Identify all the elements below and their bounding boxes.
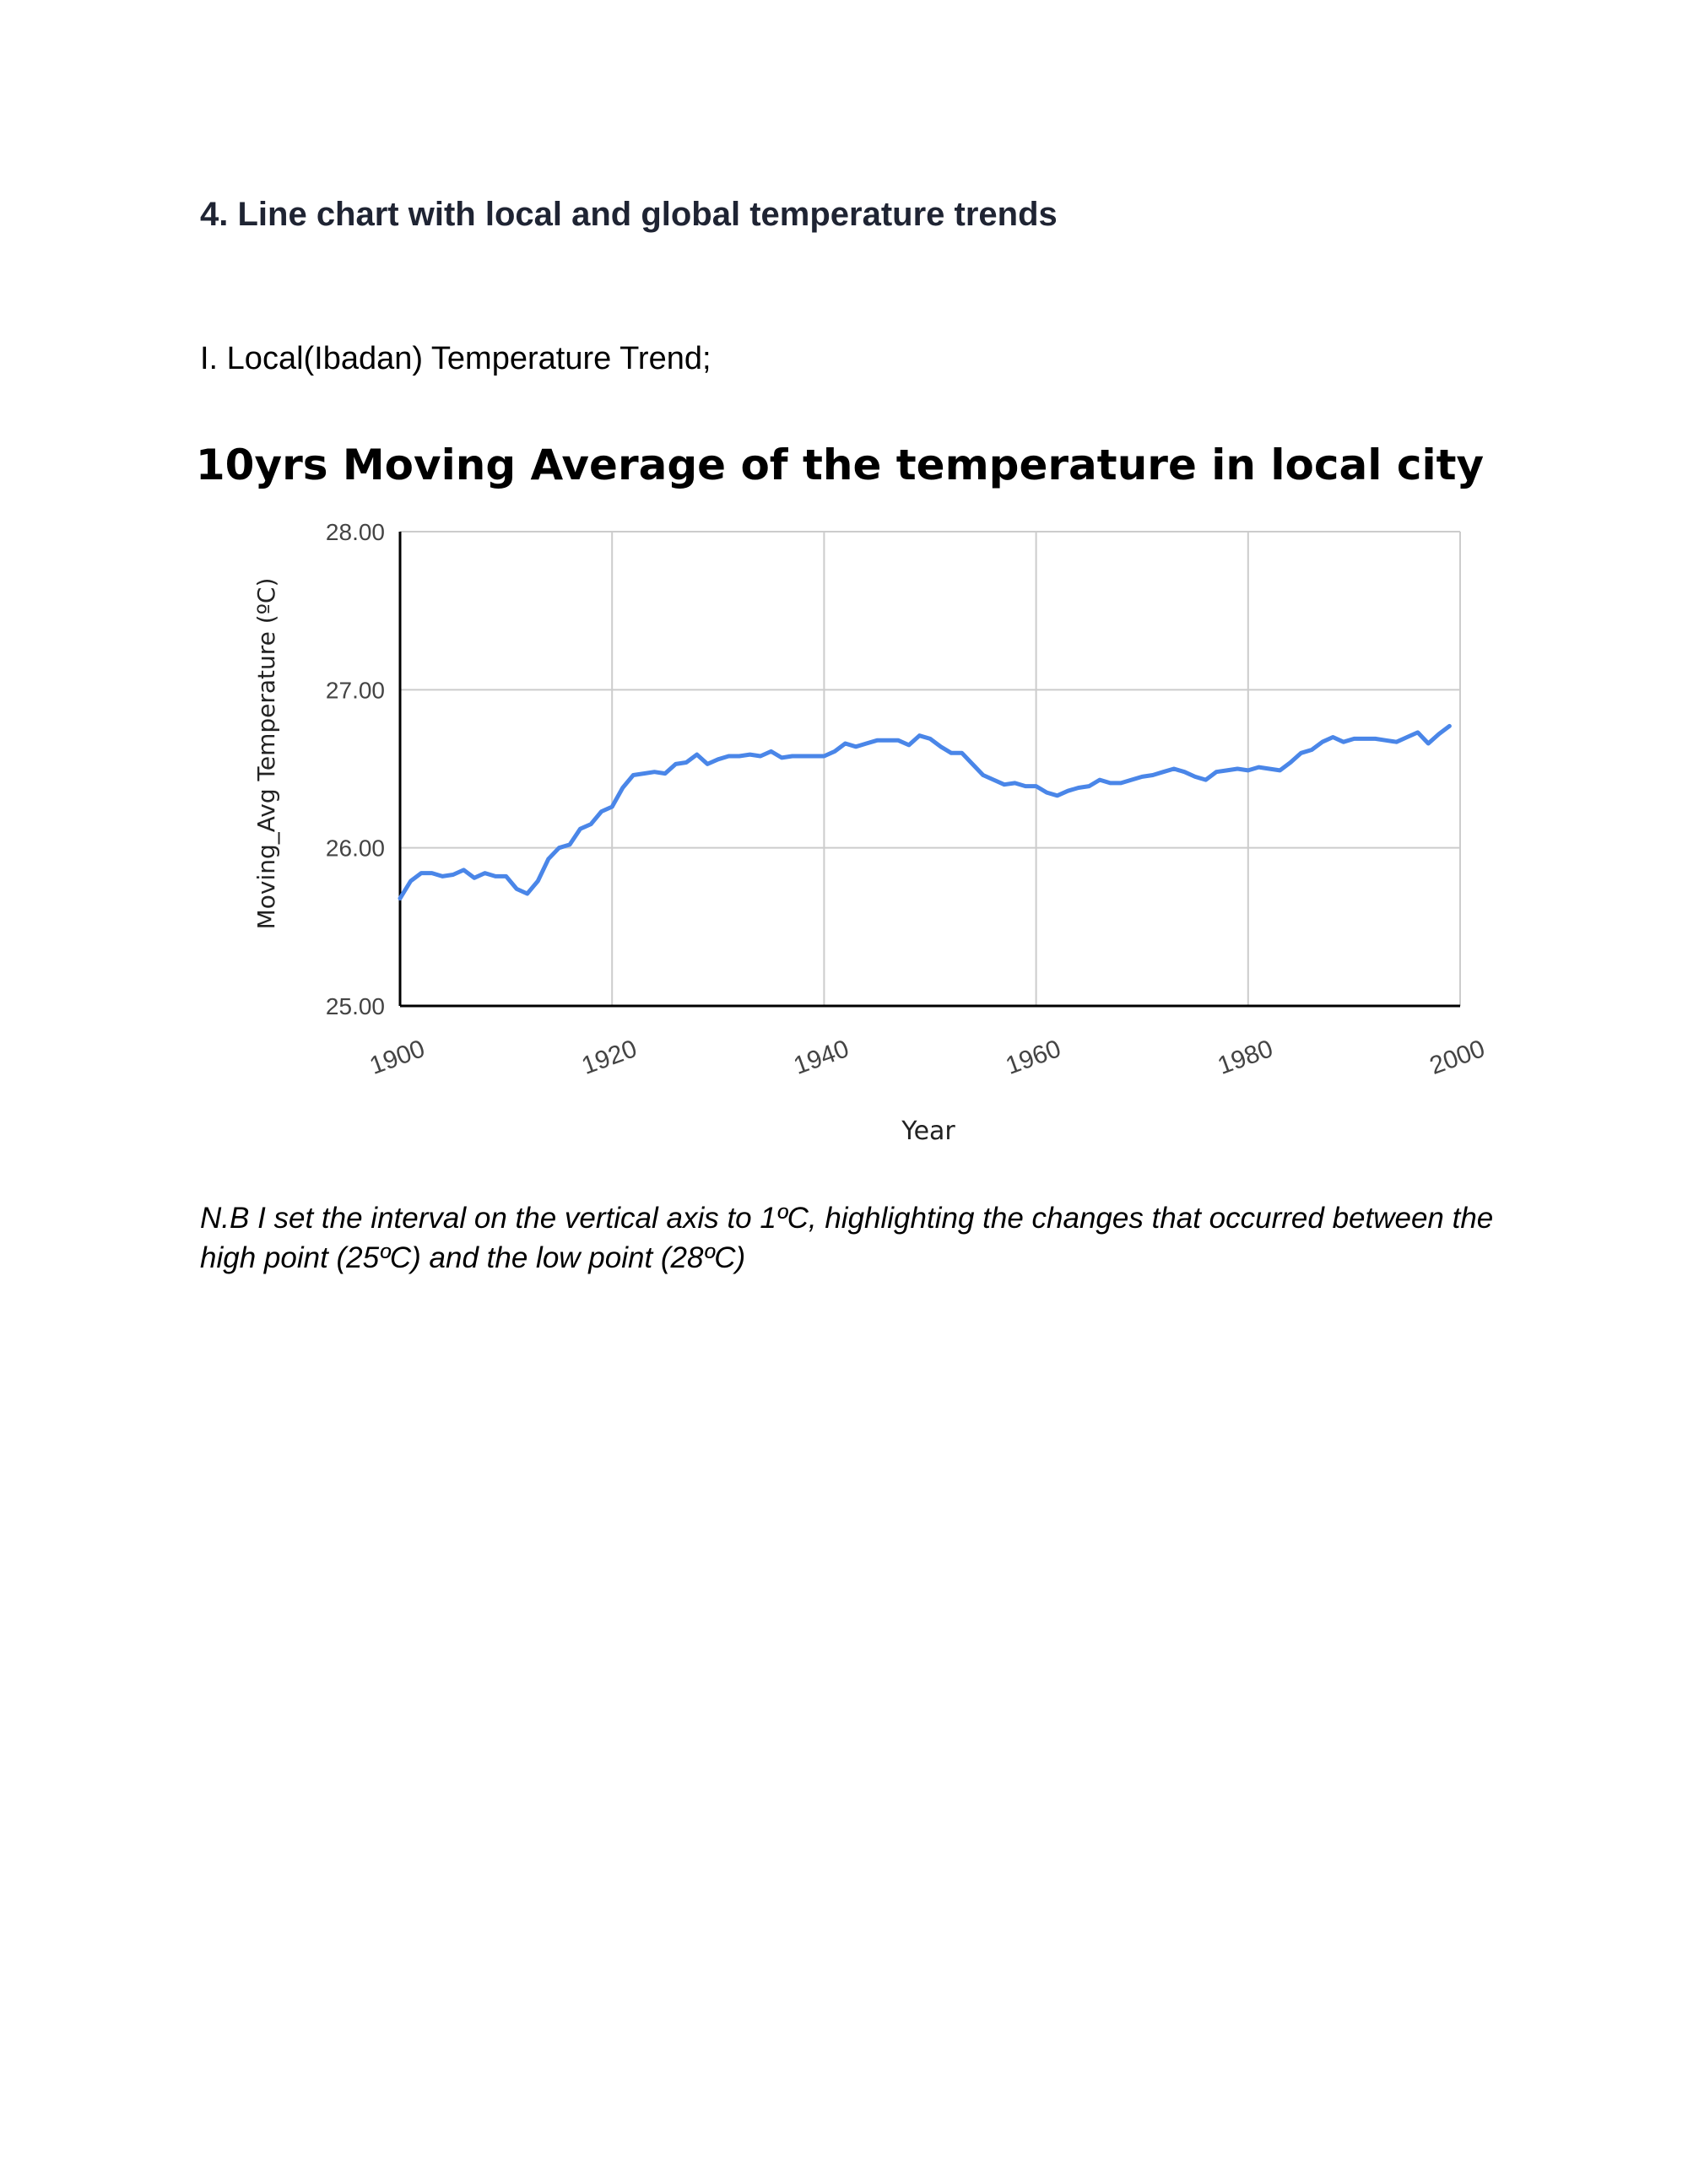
x-axis-label: Year	[901, 1116, 955, 1146]
x-tick-label: 1940	[790, 1035, 852, 1080]
x-tick-label: 1900	[366, 1035, 429, 1080]
tick-labels: 25.00 26.00 27.00 28.00 1900 1920 1940 1960 1980…	[326, 519, 1489, 1080]
y-tick-label: 25.00	[326, 993, 385, 1019]
chart-svg: 10yrs Moving Average of the temperature …	[196, 441, 1489, 1146]
y-axis-label: Moving_Avg Temperature (ºC)	[252, 578, 280, 930]
x-tick-label: 2000	[1426, 1035, 1489, 1080]
subsection-heading: I. Local(Ibadan) Temperature Trend;	[200, 341, 711, 376]
x-tick-label: 1960	[1002, 1035, 1064, 1080]
temperature-chart: 10yrs Moving Average of the temperature …	[196, 441, 1489, 1146]
grid-lines	[400, 531, 1461, 1006]
y-tick-label: 26.00	[326, 835, 385, 862]
section-heading: 4. Line chart with local and global temp…	[200, 196, 1058, 233]
y-tick-label: 28.00	[326, 519, 385, 545]
chart-title: 10yrs Moving Average of the temperature …	[196, 441, 1484, 489]
x-tick-label: 1920	[578, 1035, 641, 1080]
chart-note: N.B I set the interval on the vertical a…	[200, 1202, 1494, 1274]
series-layer	[398, 723, 1452, 901]
x-tick-label: 1980	[1215, 1035, 1277, 1080]
y-tick-label: 27.00	[326, 677, 385, 703]
axes	[398, 532, 1460, 1008]
series-line	[398, 723, 1452, 901]
